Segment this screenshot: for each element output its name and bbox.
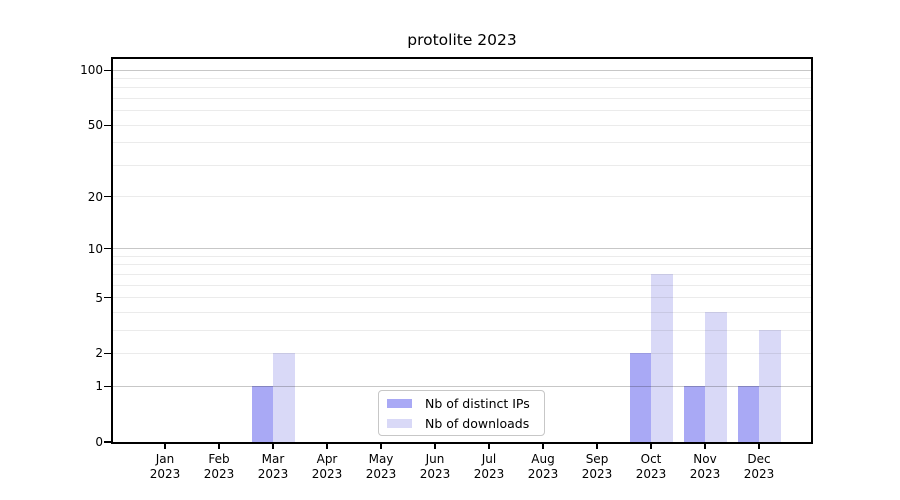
legend-entry-downloads: Nb of downloads <box>387 416 544 431</box>
y-tick-label: 50 <box>87 118 103 133</box>
y-tick-label: 20 <box>87 189 103 204</box>
x-tick-label: Nov 2023 <box>689 452 721 481</box>
x-tick-label: Feb 2023 <box>203 452 235 481</box>
x-tick-mark <box>434 444 436 449</box>
x-tick-mark <box>758 444 760 449</box>
gridline-minor <box>113 110 811 112</box>
gridline-minor <box>113 329 811 331</box>
y-tick-mark <box>104 69 111 71</box>
gridline-minor <box>113 196 811 198</box>
y-tick-label: 2 <box>95 346 103 361</box>
y-tick-mark <box>104 296 111 299</box>
gridline-minor <box>113 164 811 166</box>
x-tick-mark <box>596 444 598 449</box>
y-tick-mark <box>104 248 111 250</box>
x-tick-label: Jan 2023 <box>149 452 181 481</box>
x-tick-label: Aug 2023 <box>527 452 559 481</box>
gridline-minor <box>113 284 811 286</box>
x-tick-mark <box>272 444 274 449</box>
x-tick-mark <box>542 444 544 449</box>
y-tick-mark <box>104 441 111 443</box>
gridline-minor <box>113 124 811 126</box>
legend-swatch-distinct-ips <box>387 398 412 408</box>
bar-downloads <box>759 330 781 442</box>
bar-downloads <box>273 353 295 442</box>
x-tick-mark <box>380 444 382 449</box>
x-tick-mark <box>164 444 166 449</box>
legend-label-downloads: Nb of downloads <box>425 415 530 431</box>
x-tick-mark <box>218 444 220 449</box>
bar-downloads <box>651 274 673 442</box>
x-tick-mark <box>488 444 490 449</box>
gridline-minor <box>113 142 811 144</box>
gridline-minor <box>113 311 811 313</box>
bar-distinct-ips <box>683 386 705 442</box>
gridline-minor <box>113 273 811 275</box>
x-tick-mark <box>326 444 328 449</box>
x-tick-mark <box>650 444 652 449</box>
legend: Nb of distinct IPs Nb of downloads <box>378 390 545 436</box>
gridline-major <box>113 69 811 71</box>
x-tick-label: Jun 2023 <box>419 452 451 481</box>
x-tick-label: May 2023 <box>365 452 397 481</box>
y-tick-mark <box>104 196 111 198</box>
legend-entry-distinct-ips: Nb of distinct IPs <box>387 396 544 411</box>
gridline-major <box>113 248 811 250</box>
y-tick-mark <box>104 352 111 355</box>
y-tick-mark <box>104 124 111 126</box>
gridline-minor <box>113 87 811 89</box>
y-tick-label: 5 <box>95 290 103 305</box>
y-tick-label: 10 <box>87 241 103 256</box>
x-tick-label: Apr 2023 <box>311 452 343 481</box>
gridline-minor <box>113 98 811 100</box>
gridline-major <box>113 385 811 387</box>
x-tick-label: Oct 2023 <box>635 452 667 481</box>
legend-swatch-downloads <box>387 418 412 428</box>
gridline-minor <box>113 264 811 266</box>
x-tick-label: Sep 2023 <box>581 452 613 481</box>
y-tick-mark <box>104 385 111 387</box>
x-tick-label: Jul 2023 <box>473 452 505 481</box>
bar-distinct-ips <box>251 386 273 442</box>
y-tick-label: 100 <box>80 63 103 78</box>
plot-area <box>111 57 813 444</box>
gridline-minor <box>113 352 811 354</box>
gridline-minor <box>113 255 811 257</box>
legend-label-distinct-ips: Nb of distinct IPs <box>425 395 530 411</box>
y-tick-label: 1 <box>95 379 103 394</box>
x-tick-mark <box>704 444 706 449</box>
y-tick-label: 0 <box>95 435 103 449</box>
bar-downloads <box>705 312 727 442</box>
gridline-minor <box>113 297 811 299</box>
bar-distinct-ips <box>737 386 759 442</box>
gridline-minor <box>113 78 811 80</box>
bar-distinct-ips <box>629 353 651 442</box>
x-tick-label: Dec 2023 <box>743 452 775 481</box>
x-tick-label: Mar 2023 <box>257 452 289 481</box>
chart-title: protolite 2023 <box>407 31 517 49</box>
